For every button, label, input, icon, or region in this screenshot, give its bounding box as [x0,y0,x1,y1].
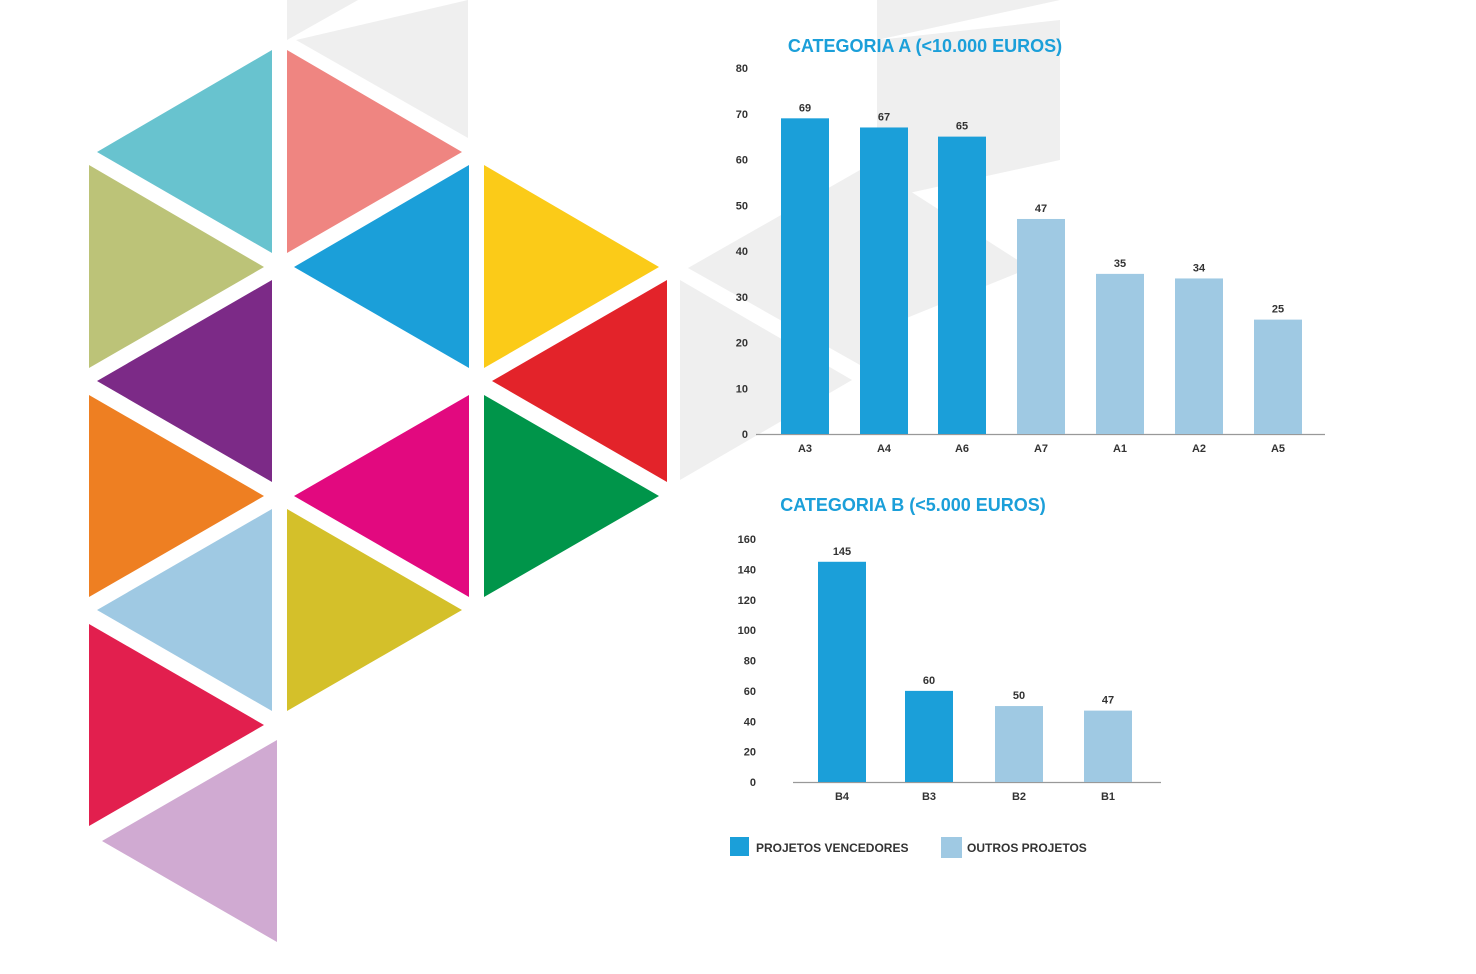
chart-b-y-tick-label: 20 [744,747,756,759]
chart-b-category-label: B4 [835,791,850,803]
logo-triangle [484,165,659,368]
chart-a-category-label: A3 [798,443,812,455]
chart-a-category-label: A6 [955,443,969,455]
chart-a-y-tick-label: 20 [736,338,748,350]
chart-b-title: CATEGORIA B (<5.000 EUROS) [780,495,1046,515]
chart-b-value-label: 47 [1102,695,1114,707]
chart-a-value-label: 25 [1272,304,1284,316]
chart-b-y-tick-label: 140 [738,564,756,576]
chart-b-value-label: 50 [1013,690,1025,702]
chart-a-category-label: A7 [1034,443,1048,455]
chart-a-value-label: 65 [956,121,968,133]
legend: PROJETOS VENCEDORES OUTROS PROJETOS [730,837,1087,858]
chart-b-category-label: B3 [922,791,936,803]
chart-a-y-tick-label: 60 [736,155,748,167]
chart-a-y-tick-label: 30 [736,292,748,304]
logo-triangle [102,740,277,942]
chart-b-y-tick-label: 160 [738,534,756,546]
chart-a-y-tick-label: 50 [736,200,748,212]
logo-triangle [287,50,462,253]
chart-b-y-tick-label: 80 [744,656,756,668]
chart-a-title: CATEGORIA A (<10.000 EUROS) [788,36,1062,56]
legend-label-others: OUTROS PROJETOS [967,841,1087,855]
chart-a-bar-A3 [781,118,829,434]
chart-b-bar-B3 [905,690,953,782]
chart-a-bar-A2 [1175,278,1223,434]
chart-b-y-tick-label: 0 [750,777,756,789]
chart-a-y-tick-label: 40 [736,246,748,258]
chart-a-category-label: A5 [1271,443,1285,455]
chart-b-y-tick-label: 100 [738,625,756,637]
background-triangle [877,20,1060,200]
chart-a-bar-A4 [860,127,908,434]
logo-triangle [97,280,272,482]
logo-triangle [89,624,264,826]
logo-triangle [97,50,272,253]
chart-b-category-label: B2 [1012,791,1026,803]
chart-a-bar-A6 [938,136,986,434]
chart-a-value-label: 34 [1193,262,1206,274]
chart-a-category-label: A2 [1192,443,1206,455]
chart-categoria-b: CATEGORIA B (<5.000 EUROS) 0 20 40 60 80 100 1… [738,495,1161,803]
background-triangle [296,0,468,138]
background-triangle [877,0,1060,40]
chart-a-value-label: 69 [799,102,811,114]
chart-a-category-label: A4 [877,443,892,455]
chart-b-bars: 145 B4 60 B3 50 B2 47 B1 [818,546,1132,803]
chart-a-bar-A7 [1017,218,1065,434]
chart-a-y-tick-label: 10 [736,383,748,395]
chart-a-value-label: 35 [1114,258,1126,270]
logo-triangle [484,395,659,597]
chart-a-bar-A1 [1096,273,1144,434]
chart-a-y-tick-label: 80 [736,63,748,75]
chart-b-value-label: 145 [833,546,851,558]
legend-swatch-others [941,837,962,858]
chart-b-bar-B2 [995,706,1043,782]
chart-b-bar-B1 [1084,710,1132,782]
logo-triangle [294,395,469,597]
logo-triangle [287,509,462,711]
legend-label-winners: PROJETOS VENCEDORES [756,841,908,855]
chart-b-category-label: B1 [1101,791,1115,803]
logo-triangle [294,165,469,368]
chart-a-value-label: 47 [1035,203,1047,215]
chart-b-y-tick-label: 60 [744,686,756,698]
background-triangle [287,0,358,40]
legend-swatch-winners [730,837,749,856]
chart-a-y-axis: 0 10 20 30 40 50 60 70 80 [736,63,748,441]
chart-b-value-label: 60 [923,675,935,687]
logo-triangle [97,509,272,711]
chart-b-bar-B4 [818,561,866,782]
logo-triangle [492,280,667,482]
chart-a-bars: 69 A3 67 A4 65 A6 47 A7 35 A1 34 A2 25 A5 [781,102,1302,455]
logo-triangle [89,165,264,368]
chart-categoria-a: CATEGORIA A (<10.000 EUROS) 0 10 20 30 40 50 6… [736,36,1325,455]
chart-a-category-label: A1 [1113,443,1127,455]
chart-b-y-axis: 0 20 40 60 80 100 120 140 160 [738,534,756,789]
logo-triangle [89,395,264,597]
chart-a-y-tick-label: 70 [736,109,748,121]
chart-a-bar-A5 [1254,319,1302,434]
logo-triangle-mosaic [89,50,667,942]
background-triangle [680,280,852,480]
chart-a-value-label: 67 [878,111,890,123]
chart-b-y-tick-label: 120 [738,595,756,607]
chart-b-y-tick-label: 40 [744,716,756,728]
chart-a-y-tick-label: 0 [742,429,748,441]
